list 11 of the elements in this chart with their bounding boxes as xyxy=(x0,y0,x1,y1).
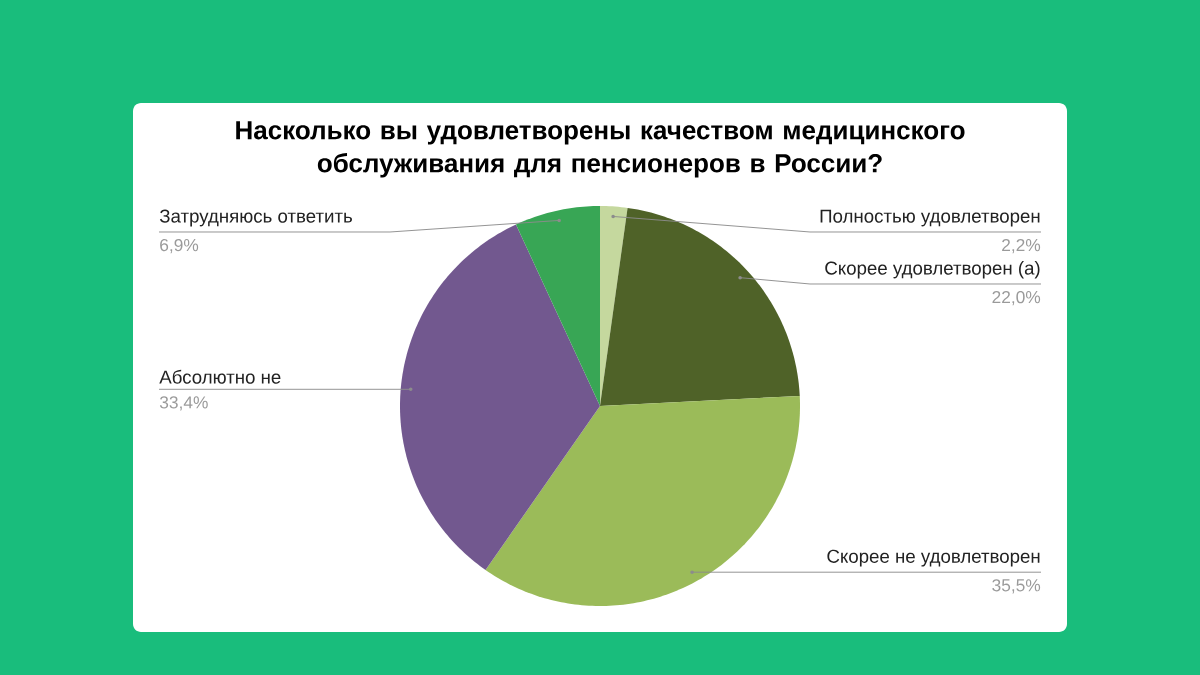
data-label: 33,4% xyxy=(159,396,208,411)
data-label: 35,5% xyxy=(992,579,1041,594)
slice-label: Скорее не удовлетворен xyxy=(827,549,1040,567)
data-label: 2,2% xyxy=(1002,238,1041,254)
slice-label: Абсолютно не xyxy=(159,369,281,384)
slice-label: Полностью удовлетворен xyxy=(820,209,1040,227)
slice-label: Затрудняюсь ответить xyxy=(159,209,352,227)
data-label: 6,9% xyxy=(160,238,199,254)
chart-title: Насколько вы удовлетворены качеством медицинского обслуживания для пенсионеров в России? xyxy=(236,121,965,178)
data-label: 22,0% xyxy=(992,290,1041,306)
slice-label: Скорее удовлетворен (а) xyxy=(825,260,1040,279)
